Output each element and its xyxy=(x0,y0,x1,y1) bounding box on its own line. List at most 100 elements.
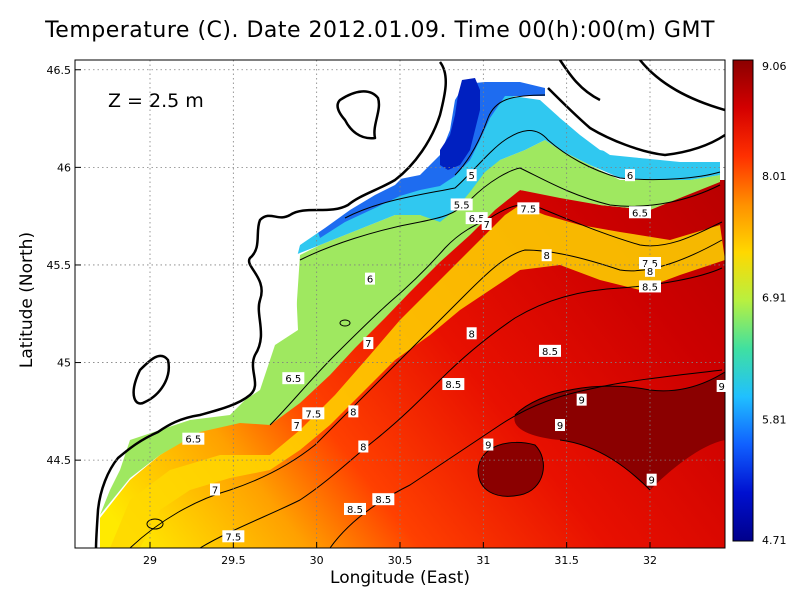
contour-label-19: 8 xyxy=(348,405,359,418)
contour-label-bg-18 xyxy=(291,419,302,432)
contour-label-text-20: 8 xyxy=(360,442,366,453)
hotspot-9-south xyxy=(478,442,544,497)
contour-label-bg-22 xyxy=(555,419,565,432)
colorbar-tick-label-2: 6.91 xyxy=(762,292,787,305)
contour-label-1: 5.5 xyxy=(450,198,473,211)
contour-label-text-4: 7.5 xyxy=(520,204,536,215)
contour-label-22: 9 xyxy=(555,419,565,432)
contour-label-10: 8.5 xyxy=(639,280,661,293)
contour-label-text-5: 6 xyxy=(627,171,633,182)
contour-label-24: 9 xyxy=(483,438,494,452)
contour-label-text-7: 8 xyxy=(543,251,549,262)
contour-label-bg-20 xyxy=(358,440,369,453)
contour-label-text-18: 7 xyxy=(293,421,299,432)
contour-label-26: 9 xyxy=(646,473,657,487)
contour-label-bg-12 xyxy=(363,337,374,350)
colorbar-tick-label-0: 9.06 xyxy=(762,60,787,73)
x-tick-label-6: 32 xyxy=(643,554,657,567)
contour-label-5: 6 xyxy=(625,169,635,182)
coastal-green-band xyxy=(100,140,720,548)
north-darkblue-core xyxy=(440,78,480,170)
contour-label-bg-13 xyxy=(466,327,477,340)
contour-label-13: 8 xyxy=(466,327,477,340)
contour-label-bg-27 xyxy=(210,483,220,496)
contour-label-11: 6 xyxy=(365,272,375,286)
contour-line-5 xyxy=(454,94,546,176)
contour-label-bg-23 xyxy=(716,379,727,392)
contour-label-20: 8 xyxy=(358,440,369,453)
contour-label-text-25: 6.5 xyxy=(185,435,201,446)
contour-label-bg-3 xyxy=(481,217,492,230)
y-tick-label-4: 46.5 xyxy=(47,64,72,77)
contour-label-6: 6.5 xyxy=(629,206,651,219)
contour-label-text-14: 8.5 xyxy=(542,347,558,358)
contour-label-bg-11 xyxy=(365,272,375,285)
colorbar-tick-label-1: 8.01 xyxy=(762,170,787,183)
contour-label-14: 8.5 xyxy=(539,344,561,358)
contour-ellipse-7-5 xyxy=(146,518,164,530)
contour-line-7 xyxy=(269,204,723,426)
contour-label-bg-4 xyxy=(517,202,540,215)
chart-title: Temperature (C). Date 2012.01.09. Time 0… xyxy=(45,18,715,43)
contour-label-bg-29 xyxy=(344,502,366,515)
y-tick-label-0: 44.5 xyxy=(47,454,72,467)
coastline xyxy=(94,60,725,548)
y-tick-labels: 44.5 45 45.5 46 46.5 xyxy=(47,64,81,467)
colorbar-tick-label-3: 5.81 xyxy=(762,413,787,426)
depth-label: Z = 2.5 m xyxy=(108,90,204,112)
colorbar xyxy=(732,59,754,542)
y-tick-label-3: 46 xyxy=(57,161,71,174)
contour-label-text-27: 7 xyxy=(212,485,218,496)
contour-line-8 xyxy=(199,267,723,548)
x-tick-labels: 29 29.5 30 30.5 31 31.5 32 xyxy=(143,542,657,567)
x-tick-label-5: 31.5 xyxy=(554,554,579,567)
grid-lines xyxy=(75,60,725,548)
contour-label-text-24: 9 xyxy=(485,441,491,452)
y-axis-label: Latitude (North) xyxy=(17,231,37,369)
contour-label-text-11: 6 xyxy=(367,275,373,286)
contour-label-text-15: 8.5 xyxy=(445,380,461,391)
contour-label-30: 7.5 xyxy=(222,530,245,543)
contour-label-text-30: 7.5 xyxy=(225,532,241,543)
contour-label-bg-26 xyxy=(646,473,657,486)
contour-label-text-16: 6.5 xyxy=(285,374,301,385)
contour-label-0: 5 xyxy=(466,169,477,182)
x-axis-label: Longitude (East) xyxy=(330,568,470,588)
y-tick-label-1: 45 xyxy=(57,357,71,370)
contour-label-bg-30 xyxy=(222,530,245,543)
contour-label-text-26: 9 xyxy=(648,476,654,487)
contour-label-bg-14 xyxy=(539,344,561,357)
contour-label-text-29: 8.5 xyxy=(347,505,363,516)
coastline-northeast-bay xyxy=(639,60,725,112)
contour-label-text-17: 7.5 xyxy=(305,409,321,420)
coastline-crimea-north xyxy=(547,87,725,157)
contour-label-text-22: 9 xyxy=(557,421,563,432)
contour-label-bg-21 xyxy=(576,393,587,406)
contour-label-27: 7 xyxy=(210,483,220,496)
colorbar-tick-labels: 9.06 8.01 6.91 5.81 4.71 xyxy=(762,60,787,547)
contour-label-text-21: 9 xyxy=(578,396,584,407)
contour-label-3: 7 xyxy=(481,217,492,231)
x-tick-label-3: 30.5 xyxy=(388,554,413,567)
x-tick-label-1: 29.5 xyxy=(221,554,246,567)
contour-label-text-2: 6.5 xyxy=(469,214,485,225)
contour-label-15: 8.5 xyxy=(442,378,465,391)
x-tick-label-0: 29 xyxy=(143,554,157,567)
contour-label-text-6: 6.5 xyxy=(632,208,648,219)
contour-label-text-19: 8 xyxy=(350,407,356,418)
contour-label-8: 7.5 xyxy=(639,257,661,270)
contour-line-6-5 xyxy=(299,167,721,261)
contour-label-bg-0 xyxy=(466,169,477,182)
x-tick-label-4: 31 xyxy=(476,554,490,567)
contour-label-bg-10 xyxy=(639,280,661,293)
contour-label-28: 8.5 xyxy=(372,493,395,506)
coastal-yellow-band xyxy=(110,205,725,548)
contour-label-text-12: 7 xyxy=(365,339,371,350)
contour-label-25: 6.5 xyxy=(182,432,205,446)
y-tick-label-2: 45.5 xyxy=(47,259,72,272)
contour-label-bg-5 xyxy=(625,169,635,182)
contour-label-text-3: 7 xyxy=(483,220,489,231)
contour-line-9-south xyxy=(477,442,544,497)
contour-labels: 55.56.577.566.587.588.56788.58.56.57.578… xyxy=(182,169,727,543)
